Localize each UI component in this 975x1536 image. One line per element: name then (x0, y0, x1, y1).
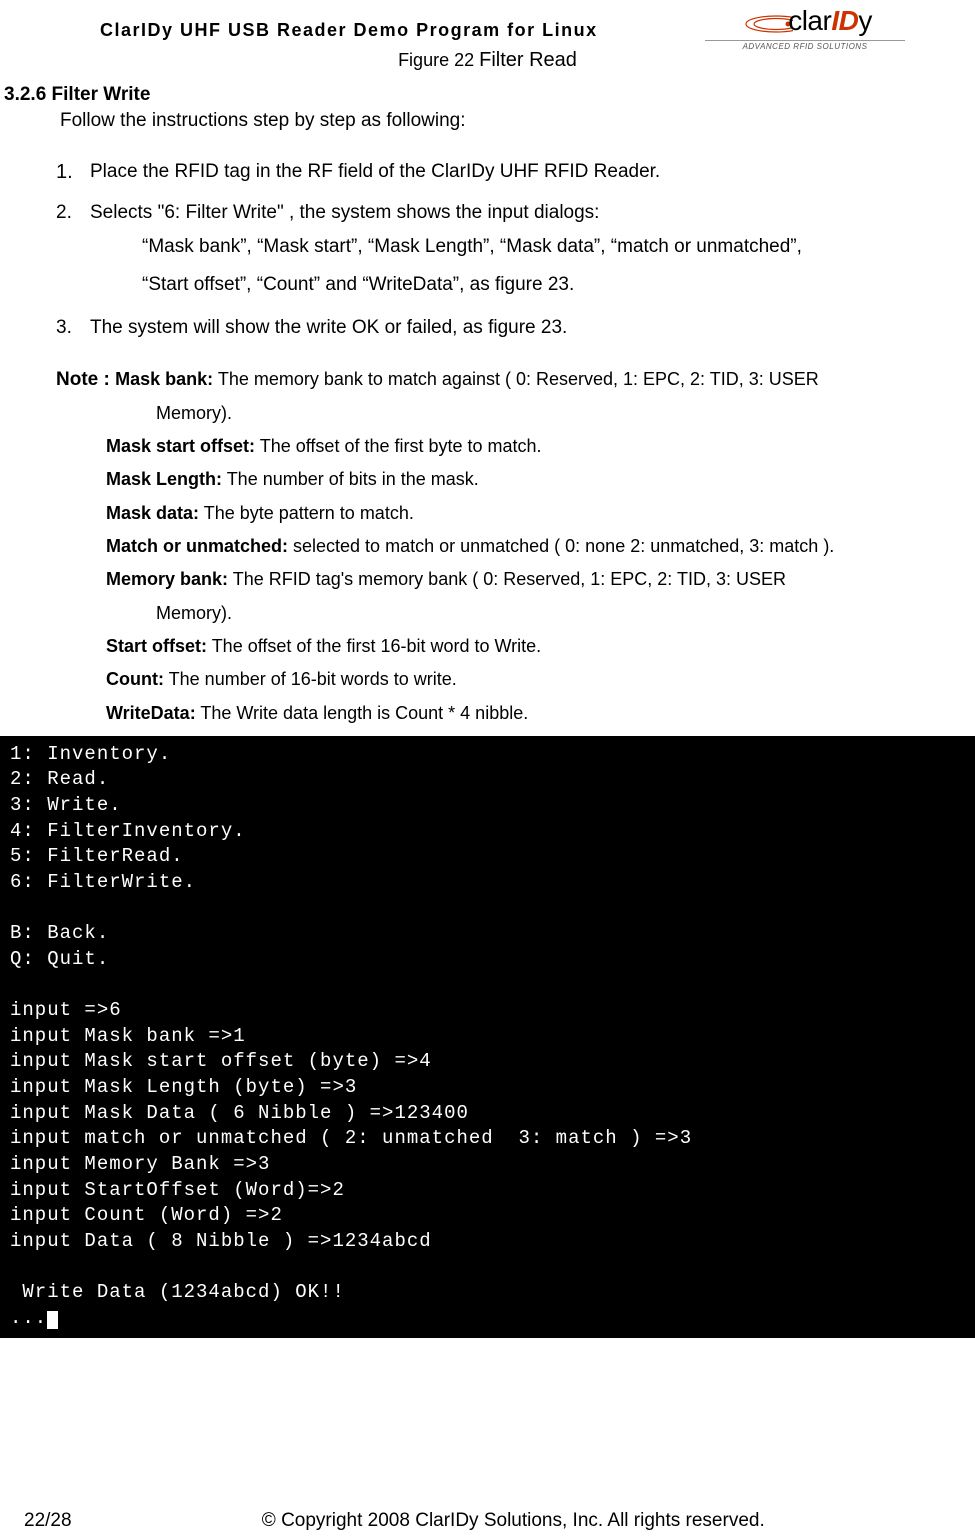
terminal-output: 1: Inventory. 2: Read. 3: Write. 4: Filt… (0, 736, 975, 1338)
note-memory-bank-cont: Memory). (156, 597, 975, 630)
step-1: 1. Place the RFID tag in the RF field of… (56, 156, 975, 189)
note-count: Count: The number of 16-bit words to wri… (106, 663, 975, 696)
logo-text-prefix: clar (788, 5, 831, 37)
logo-subtitle: ADVANCED RFID SOLUTIONS (705, 40, 905, 51)
note-start-offset: Start offset: The offset of the first 16… (106, 630, 975, 663)
page-footer: 22/28 © Copyright 2008 ClarIDy Solutions… (0, 1510, 975, 1532)
step-2: 2. Selects "6: Filter Write" , the syste… (56, 197, 975, 304)
figure-caption: Figure 22 Filter Read (0, 49, 975, 72)
page-number: 22/28 (24, 1510, 72, 1532)
terminal-cursor (47, 1311, 58, 1329)
note-match: Match or unmatched: selected to match or… (106, 530, 975, 563)
logo-text-suffix: y (858, 5, 872, 37)
step-3: 3. The system will show the write OK or … (56, 312, 975, 343)
note-mask-bank-cont: Memory). (156, 397, 975, 430)
logo-swoosh-icon (738, 10, 793, 32)
section-intro: Follow the instructions step by step as … (60, 110, 975, 132)
note-mask-data: Mask data: The byte pattern to match. (106, 497, 975, 530)
copyright-text: © Copyright 2008 ClarIDy Solutions, Inc.… (72, 1510, 955, 1532)
note-mask-length: Mask Length: The number of bits in the m… (106, 463, 975, 496)
note-memory-bank: Memory bank: The RFID tag's memory bank … (106, 563, 975, 596)
note-mask-start: Mask start offset: The offset of the fir… (106, 430, 975, 463)
steps-list: 1. Place the RFID tag in the RF field of… (56, 156, 975, 344)
note-writedata: WriteData: The Write data length is Coun… (106, 697, 975, 730)
note-label: Note : (56, 369, 115, 390)
brand-logo: clarIDy ADVANCED RFID SOLUTIONS (705, 5, 905, 51)
logo-text-mid: ID (831, 5, 858, 37)
note-block: Note : Mask bank: The memory bank to mat… (56, 362, 975, 730)
section-heading: 3.2.6 Filter Write (4, 84, 975, 106)
